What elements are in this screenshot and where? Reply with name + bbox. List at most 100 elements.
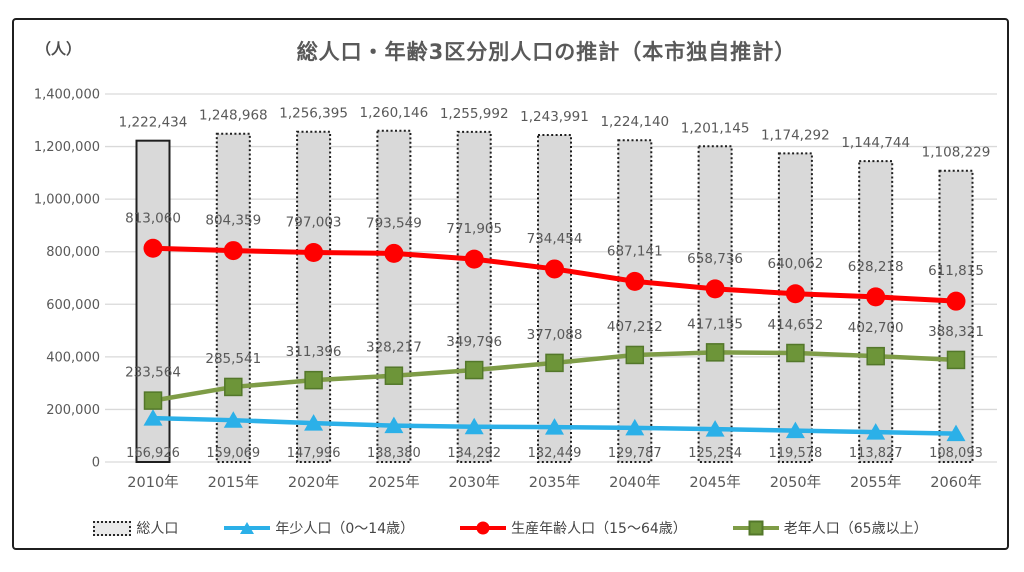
elderly-population-data-label: 388,321	[928, 324, 984, 340]
y-tick-label: 1,200,000	[34, 140, 100, 155]
square-marker	[545, 353, 564, 373]
total-population-data-label: 1,248,968	[199, 108, 268, 124]
working-age-population-data-label: 611,815	[928, 263, 984, 279]
legend-label: 年少人口（0～14歳）	[275, 521, 415, 537]
x-tick-label: 2010年	[127, 474, 178, 491]
x-tick-label: 2025年	[368, 474, 419, 491]
square-marker	[946, 350, 966, 370]
square-marker-icon	[748, 520, 764, 536]
triangle-marker	[785, 421, 805, 439]
working-age-population-data-label: 658,736	[687, 251, 743, 267]
x-tick-label: 2060年	[930, 474, 981, 491]
young-population-data-label: 166,926	[126, 446, 180, 461]
square-marker	[625, 345, 645, 365]
total-population-data-label: 1,222,434	[119, 115, 188, 131]
triangle-marker	[223, 411, 243, 428]
working-age-population-data-label: 804,359	[205, 213, 261, 229]
young-population-data-label: 113,827	[849, 446, 903, 461]
total-population-bar	[858, 160, 894, 463]
legend-item-working-age-population: 生産年齢人口（15～64歳）	[460, 518, 687, 538]
triangle-marker	[625, 418, 645, 436]
total-population-data-label: 1,243,991	[520, 109, 589, 125]
x-tick-label: 2040年	[609, 474, 660, 491]
elderly-population-data-label: 414,652	[767, 317, 823, 333]
y-tick-label: 1,400,000	[34, 88, 100, 103]
total-population-data-label: 1,201,145	[681, 120, 750, 136]
total-population-data-label: 1,255,992	[440, 106, 509, 122]
working-age-population-data-label: 771,905	[446, 221, 502, 237]
total-population-bar	[777, 152, 813, 464]
circle-marker	[464, 249, 484, 269]
elderly-population-data-label: 328,217	[366, 340, 422, 356]
square-marker	[705, 343, 725, 362]
triangle-marker	[705, 420, 725, 437]
young-population-data-label: 147,996	[287, 446, 341, 461]
total-population-swatch-icon	[93, 520, 132, 536]
x-tick-label: 2030年	[448, 474, 499, 491]
circle-marker	[304, 243, 324, 263]
y-tick-label: 400,000	[46, 350, 100, 365]
y-tick-label: 0	[92, 456, 100, 471]
triangle-marker	[866, 423, 886, 440]
y-axis-unit-label: （人）	[36, 40, 82, 58]
square-marker	[304, 370, 323, 390]
young-population-data-label: 119,578	[769, 446, 823, 461]
legend-item-young-population: 年少人口（0～14歳）	[224, 518, 414, 538]
circle-marker	[625, 271, 645, 291]
working-age-population-data-label: 797,003	[286, 215, 342, 231]
square-marker	[143, 391, 163, 410]
circle-marker	[946, 291, 966, 311]
working-age-population-data-label: 640,062	[767, 256, 823, 272]
young-population-data-label: 159,069	[206, 446, 260, 461]
square-marker	[384, 366, 404, 385]
circle-marker	[866, 287, 886, 307]
circle-marker	[223, 241, 243, 261]
young-population-swatch-icon	[224, 520, 271, 536]
chart-title: 総人口・年齢3区分別人口の推計（本市独自推計）	[296, 40, 797, 64]
y-tick-label: 1,000,000	[34, 193, 100, 208]
elderly-population-data-label: 349,796	[446, 334, 502, 350]
elderly-population-data-label: 285,541	[205, 351, 261, 367]
young-population-data-label: 132,449	[528, 446, 582, 461]
working-age-population-data-label: 793,549	[366, 215, 422, 231]
total-population-bar	[938, 169, 974, 463]
total-population-bar	[215, 132, 251, 464]
chart-frame: （人） 総人口・年齢3区分別人口の推計（本市独自推計） 0 200,000 400,…	[12, 18, 1009, 550]
total-population-data-label: 1,174,292	[761, 127, 830, 143]
y-tick-label: 800,000	[46, 245, 100, 260]
total-population-data-label: 1,108,229	[922, 145, 991, 161]
young-population-data-label: 108,093	[929, 446, 983, 461]
triangle-marker	[464, 417, 484, 435]
square-marker	[464, 360, 484, 380]
total-population-bar	[456, 130, 492, 463]
x-tick-label: 2055年	[850, 474, 901, 491]
circle-marker	[785, 284, 805, 304]
triangle-marker	[545, 418, 564, 435]
young-population-data-label: 125,254	[688, 446, 742, 461]
triangle-marker	[384, 416, 404, 434]
total-population-bar	[376, 129, 412, 463]
circle-marker	[705, 279, 725, 299]
legend-label: 生産年齢人口（15～64歳）	[511, 521, 687, 537]
elderly-population-data-label: 407,212	[607, 319, 663, 335]
legend-item-elderly-population: 老年人口（65歳以上）	[732, 518, 928, 538]
square-marker	[224, 377, 243, 397]
working-age-population-swatch-icon	[460, 520, 507, 536]
y-tick-label: 200,000	[46, 403, 100, 418]
circle-marker	[143, 238, 163, 258]
legend-item-total-population: 総人口	[93, 518, 178, 538]
young-population-data-label: 129,787	[608, 446, 662, 461]
triangle-marker	[143, 409, 163, 426]
total-population-data-label: 1,256,395	[279, 106, 348, 122]
total-population-data-label: 1,144,744	[841, 135, 910, 151]
y-tick-label: 600,000	[46, 298, 100, 313]
elderly-population-swatch-icon	[732, 520, 779, 536]
working-age-population-data-label: 628,218	[848, 259, 904, 275]
legend-label: 老年人口（65歳以上）	[783, 521, 928, 537]
triangle-marker	[304, 414, 324, 431]
legend-label: 総人口	[136, 521, 179, 537]
total-population-bar	[537, 134, 572, 463]
circle-marker	[384, 243, 404, 263]
young-population-data-label: 138,380	[367, 446, 421, 461]
